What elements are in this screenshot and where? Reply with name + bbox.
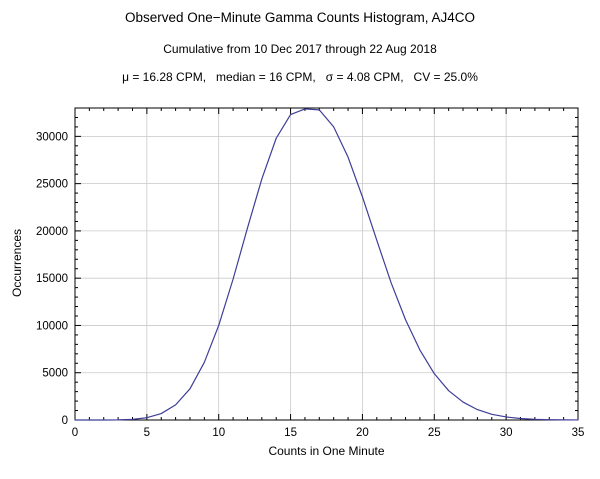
chart-subtitle: Cumulative from 10 Dec 2017 through 22 A… — [163, 42, 437, 56]
plot-frame — [74, 107, 579, 421]
x-tick-label: 20 — [356, 427, 369, 439]
y-tick-label: 20000 — [36, 226, 68, 238]
chart-title: Observed One−Minute Gamma Counts Histogr… — [124, 10, 476, 25]
y-tick-label: 25000 — [36, 179, 68, 191]
y-tick-label: 30000 — [36, 131, 68, 143]
x-tick-label: 35 — [572, 427, 585, 439]
y-tick-label: 5000 — [42, 368, 68, 380]
x-tick-label: 5 — [144, 427, 150, 439]
x-tick-label: 30 — [500, 427, 513, 439]
x-tick-label: 0 — [72, 427, 78, 439]
x-tick-label: 25 — [428, 427, 441, 439]
y-tick-label: 10000 — [36, 320, 68, 332]
y-tick-label: 0 — [62, 415, 68, 427]
x-axis-label: Counts in One Minute — [268, 444, 385, 458]
y-tick-label: 15000 — [36, 273, 68, 285]
y-axis-label: Occurrences — [10, 228, 24, 298]
chart-stats-line: μ = 16.28 CPM, median = 16 CPM, σ = 4.08… — [122, 70, 478, 84]
histogram-curve — [74, 108, 579, 421]
x-tick-label: 15 — [284, 427, 297, 439]
x-tick-label: 10 — [212, 427, 225, 439]
